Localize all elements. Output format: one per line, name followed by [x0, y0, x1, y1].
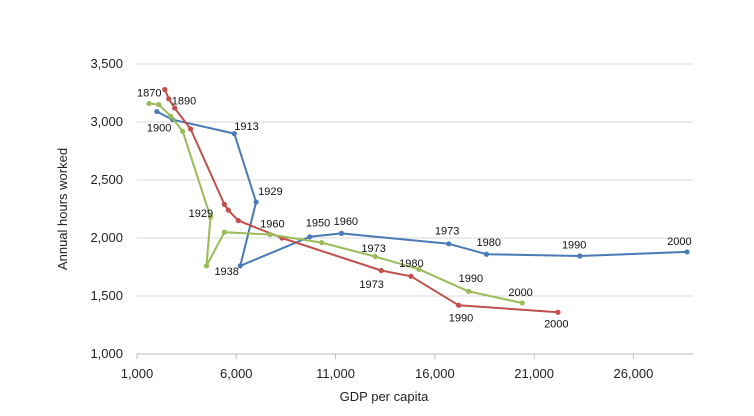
- year-label: 1870: [137, 87, 161, 99]
- x-tick-label: 11,000: [316, 366, 355, 381]
- data-point: [372, 253, 378, 260]
- data-point: [446, 241, 452, 247]
- year-label: 1900: [147, 122, 171, 134]
- year-label: 1929: [189, 208, 213, 220]
- data-point: [146, 100, 152, 107]
- y-tick-label: 3,500: [90, 56, 123, 71]
- y-tick-label: 1,500: [90, 288, 123, 303]
- data-point: [338, 230, 345, 236]
- year-label: 1973: [359, 279, 383, 291]
- x-tick-label: 21,000: [514, 366, 554, 381]
- year-label: 1960: [334, 216, 358, 228]
- data-point: [416, 266, 422, 272]
- gridlines: [137, 63, 693, 355]
- data-point: [180, 128, 186, 134]
- data-point: [483, 251, 490, 257]
- y-tick-label: 1,000: [90, 346, 123, 361]
- year-label: 1990: [562, 239, 586, 251]
- year-label: 2000: [508, 287, 532, 299]
- year-label: 1973: [435, 226, 459, 238]
- year-label: 2000: [667, 236, 691, 248]
- x-tick-label: 26,000: [614, 366, 654, 381]
- data-point: [319, 240, 325, 246]
- year-label: 1929: [258, 186, 282, 198]
- data-point: [154, 108, 160, 115]
- data-point: [207, 214, 214, 220]
- data-point: [156, 102, 162, 108]
- year-label: 1960: [260, 219, 284, 231]
- data-point: [577, 253, 583, 259]
- year-label: 1990: [449, 313, 473, 325]
- data-point: [555, 309, 561, 315]
- data-point: [221, 229, 227, 235]
- x-tick-label: 6,000: [220, 366, 253, 381]
- data-point: [307, 234, 313, 240]
- data-point: [456, 302, 462, 308]
- y-tick-label: 2,500: [90, 172, 123, 187]
- data-point: [378, 267, 384, 274]
- data-point: [408, 273, 414, 279]
- data-point: [519, 300, 525, 306]
- year-label: 1990: [459, 273, 483, 285]
- y-axis-title: Annual hours worked: [55, 148, 70, 270]
- x-axis-title: GDP per capita: [340, 389, 429, 404]
- year-label: 1890: [172, 96, 196, 108]
- data-point: [466, 288, 472, 294]
- data-point: [188, 126, 194, 132]
- year-label: 2000: [544, 318, 568, 330]
- x-tick-label: 16,000: [415, 366, 455, 381]
- data-point: [166, 96, 172, 102]
- data-point: [172, 105, 178, 111]
- data-point: [684, 249, 690, 255]
- data-point: [253, 199, 259, 205]
- data-point: [235, 218, 241, 224]
- year-label: 1913: [234, 121, 258, 133]
- year-label: 1980: [477, 237, 501, 249]
- y-tick-label: 3,000: [90, 114, 123, 129]
- data-point: [168, 113, 174, 119]
- data-point: [221, 201, 227, 207]
- data-point: [237, 263, 243, 269]
- data-point: [231, 131, 237, 137]
- y-tick-label: 2,000: [90, 230, 123, 245]
- x-tick-label: 1,000: [121, 366, 154, 381]
- series-lines: [146, 86, 690, 315]
- data-point: [267, 231, 273, 238]
- data-point: [162, 86, 168, 93]
- year-label: 1973: [361, 243, 385, 255]
- data-point: [203, 263, 210, 269]
- year-label: 1938: [214, 266, 238, 278]
- year-label: 1950: [306, 217, 330, 229]
- annotations: 1870 1890 1900 1913 1929 1929 1938 1960 1950 1960…: [137, 87, 692, 330]
- year-label: 1980: [399, 258, 423, 270]
- axes: 1,000 1,500 2,000 2,500 3,000 3,500 1,000 6,000…: [90, 56, 653, 381]
- data-point: [225, 207, 231, 213]
